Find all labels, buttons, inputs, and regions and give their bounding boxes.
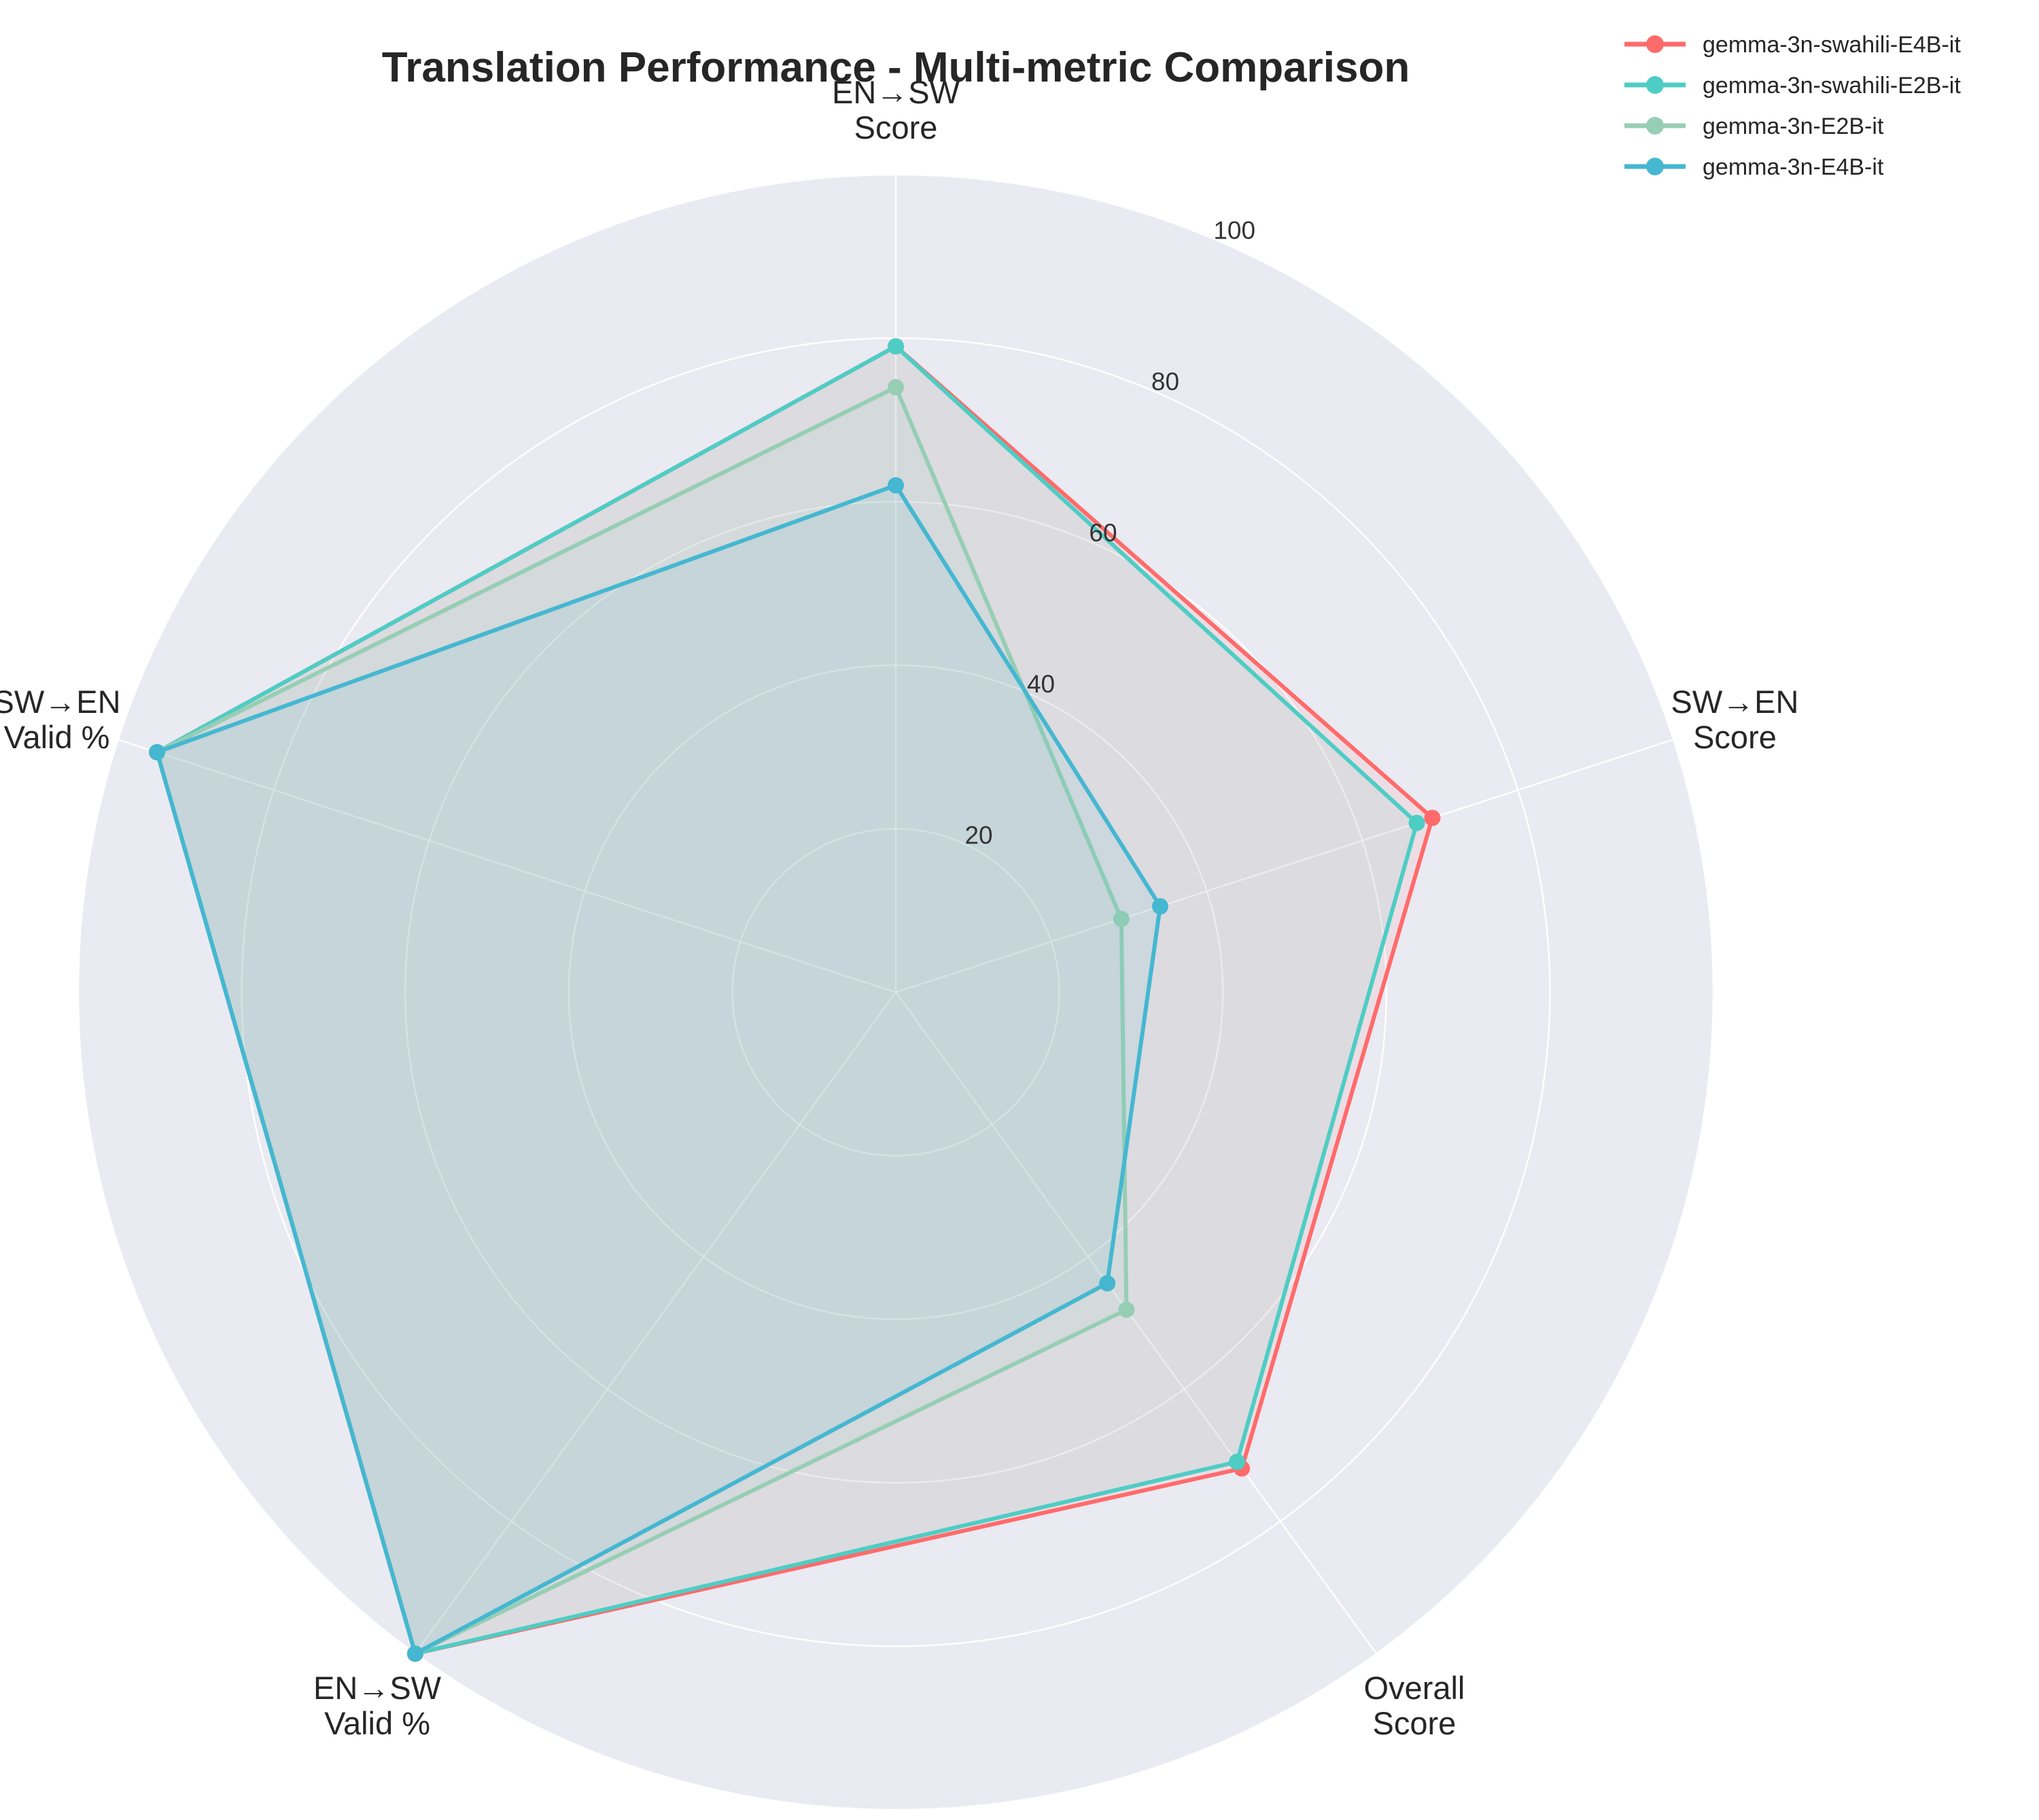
- axis-label-line: Valid %: [4, 719, 110, 755]
- series-fill-0: [157, 346, 1433, 1654]
- axis-label: SW→EN Valid %: [0, 684, 121, 755]
- axis-label-line: EN→SW: [832, 74, 960, 110]
- spoke-line: [895, 992, 1378, 1654]
- legend-label: gemma-3n-E4B-it: [1703, 154, 1884, 180]
- axis-label-line: Overall: [1364, 1670, 1465, 1706]
- axis-label-line: Score: [854, 109, 938, 145]
- data-point: [888, 477, 904, 494]
- legend-swatch-marker: [1646, 76, 1664, 94]
- legend-label: gemma-3n-swahili-E2B-it: [1703, 73, 1961, 99]
- axis-label-line: EN→SW: [313, 1670, 442, 1706]
- data-point: [888, 379, 904, 396]
- data-point: [1408, 814, 1425, 831]
- series-line-3: [155, 483, 1162, 1656]
- tick-label: 20: [964, 821, 992, 849]
- spoke-line: [118, 739, 896, 994]
- axis-label: Overall Score: [1364, 1670, 1465, 1741]
- data-point: [1113, 911, 1130, 928]
- data-point: [1099, 1275, 1116, 1292]
- axis-label: EN→SW Valid %: [313, 1670, 442, 1741]
- axis-label-line: SW→EN: [1671, 684, 1798, 720]
- series-layer: [149, 338, 1441, 1662]
- axis-label-line: SW→EN: [0, 684, 121, 720]
- spoke-line: [414, 992, 896, 1654]
- series-line-1: [155, 344, 1419, 1656]
- grid: [77, 173, 1715, 1811]
- chart-title: Translation Performance - Multi-metric C…: [382, 44, 1410, 91]
- legend-label: gemma-3n-swahili-E4B-it: [1703, 32, 1961, 58]
- data-point: [1229, 1454, 1246, 1471]
- legend-label: gemma-3n-E2B-it: [1703, 113, 1884, 139]
- data-point: [1152, 898, 1169, 915]
- data-point: [406, 1645, 423, 1662]
- tick-label: 100: [1213, 216, 1255, 244]
- spoke-line: [895, 739, 1674, 994]
- data-point: [1424, 809, 1441, 826]
- series-fill-2: [157, 387, 1127, 1654]
- data-point: [1118, 1301, 1135, 1318]
- axis-label: EN→SW Score: [832, 74, 960, 145]
- legend: gemma-3n-swahili-E4B-it gemma-3n-swahili-…: [1624, 32, 1961, 180]
- axis-label-line: Score: [1693, 719, 1777, 755]
- legend-swatch-marker: [1646, 117, 1664, 135]
- data-point: [888, 338, 904, 355]
- series-fill-1: [157, 346, 1417, 1654]
- tick-label: 60: [1089, 519, 1117, 546]
- legend-swatch-marker: [1646, 35, 1664, 53]
- radial-tick-labels: 20 40 60 80 100: [964, 216, 1255, 849]
- legend-swatch-marker: [1646, 158, 1664, 175]
- data-point: [149, 743, 166, 760]
- axis-label-line: Score: [1373, 1705, 1457, 1741]
- tick-label: 40: [1027, 670, 1055, 698]
- series-line-2: [155, 385, 1129, 1656]
- tick-label: 80: [1151, 368, 1179, 396]
- series-fill-3: [157, 485, 1161, 1654]
- axis-label: SW→EN Score: [1671, 684, 1798, 755]
- axis-label-line: Valid %: [324, 1705, 430, 1741]
